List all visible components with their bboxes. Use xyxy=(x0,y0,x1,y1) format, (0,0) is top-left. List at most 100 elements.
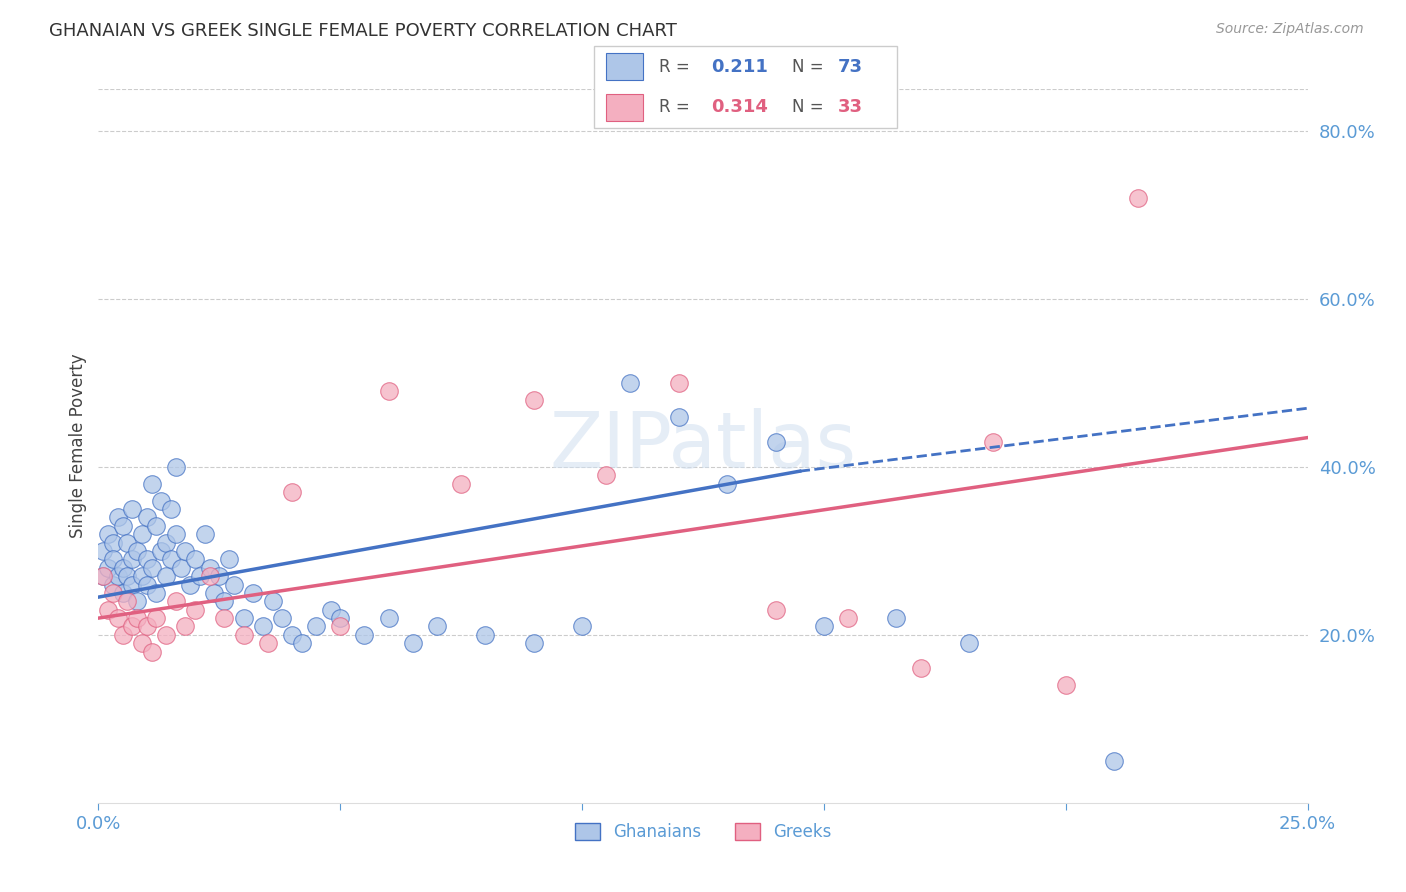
Point xyxy=(121,577,143,591)
Point xyxy=(91,569,114,583)
Point xyxy=(329,611,352,625)
Point xyxy=(131,569,153,583)
Point xyxy=(97,560,120,574)
Point xyxy=(765,603,787,617)
Point xyxy=(121,619,143,633)
Point xyxy=(523,392,546,407)
Point xyxy=(111,586,134,600)
Point xyxy=(353,628,375,642)
Point xyxy=(160,502,183,516)
FancyBboxPatch shape xyxy=(606,94,643,120)
Point xyxy=(91,569,114,583)
Point xyxy=(97,603,120,617)
Text: N =: N = xyxy=(792,58,823,76)
Point xyxy=(450,476,472,491)
Point xyxy=(194,527,217,541)
Point xyxy=(204,586,226,600)
Text: 0.314: 0.314 xyxy=(711,98,768,116)
Point xyxy=(135,552,157,566)
Point xyxy=(155,628,177,642)
Point xyxy=(145,586,167,600)
Text: Source: ZipAtlas.com: Source: ZipAtlas.com xyxy=(1216,22,1364,37)
Text: GHANAIAN VS GREEK SINGLE FEMALE POVERTY CORRELATION CHART: GHANAIAN VS GREEK SINGLE FEMALE POVERTY … xyxy=(49,22,678,40)
Point xyxy=(131,527,153,541)
Point xyxy=(198,569,221,583)
Point xyxy=(319,603,342,617)
Point xyxy=(402,636,425,650)
Point xyxy=(127,611,149,625)
Point xyxy=(135,577,157,591)
Point xyxy=(107,510,129,524)
Text: ZIPatlas: ZIPatlas xyxy=(550,408,856,484)
Point xyxy=(111,518,134,533)
Point xyxy=(155,535,177,549)
Point xyxy=(222,577,245,591)
Point xyxy=(141,560,163,574)
Point xyxy=(218,552,240,566)
Point xyxy=(595,468,617,483)
Point xyxy=(155,569,177,583)
Point xyxy=(474,628,496,642)
Point xyxy=(377,384,399,399)
Point xyxy=(101,586,124,600)
Point xyxy=(957,636,980,650)
Point xyxy=(523,636,546,650)
Point xyxy=(813,619,835,633)
Point xyxy=(188,569,211,583)
Point xyxy=(668,376,690,390)
Text: N =: N = xyxy=(792,98,823,116)
Point xyxy=(377,611,399,625)
Point xyxy=(135,510,157,524)
Point xyxy=(262,594,284,608)
Point xyxy=(619,376,641,390)
Point xyxy=(107,611,129,625)
Point xyxy=(135,619,157,633)
Text: R =: R = xyxy=(658,98,689,116)
Point xyxy=(198,560,221,574)
Point xyxy=(165,527,187,541)
Point xyxy=(117,594,139,608)
Point xyxy=(145,518,167,533)
Point xyxy=(271,611,294,625)
Text: 73: 73 xyxy=(838,58,863,76)
Point xyxy=(174,619,197,633)
Point xyxy=(281,628,304,642)
Point xyxy=(290,636,312,650)
Point xyxy=(107,569,129,583)
Point xyxy=(1054,678,1077,692)
Point xyxy=(101,535,124,549)
Point xyxy=(242,586,264,600)
Point xyxy=(837,611,859,625)
Point xyxy=(571,619,593,633)
Point xyxy=(174,544,197,558)
Text: R =: R = xyxy=(658,58,689,76)
Point xyxy=(101,577,124,591)
Text: 0.211: 0.211 xyxy=(711,58,768,76)
Point xyxy=(97,527,120,541)
Point xyxy=(150,544,173,558)
Point xyxy=(886,611,908,625)
Point xyxy=(765,434,787,449)
Point xyxy=(256,636,278,650)
FancyBboxPatch shape xyxy=(606,54,643,80)
Point xyxy=(127,544,149,558)
FancyBboxPatch shape xyxy=(593,46,897,128)
Point xyxy=(101,552,124,566)
Point xyxy=(305,619,328,633)
Point xyxy=(1102,754,1125,768)
Point xyxy=(121,502,143,516)
Point xyxy=(232,611,254,625)
Point xyxy=(212,594,235,608)
Point xyxy=(165,594,187,608)
Point xyxy=(716,476,738,491)
Legend: Ghanaians, Greeks: Ghanaians, Greeks xyxy=(568,816,838,848)
Text: 33: 33 xyxy=(838,98,863,116)
Point xyxy=(232,628,254,642)
Point xyxy=(141,645,163,659)
Point xyxy=(160,552,183,566)
Point xyxy=(121,552,143,566)
Point xyxy=(131,636,153,650)
Point xyxy=(117,569,139,583)
Point xyxy=(141,476,163,491)
Point xyxy=(127,594,149,608)
